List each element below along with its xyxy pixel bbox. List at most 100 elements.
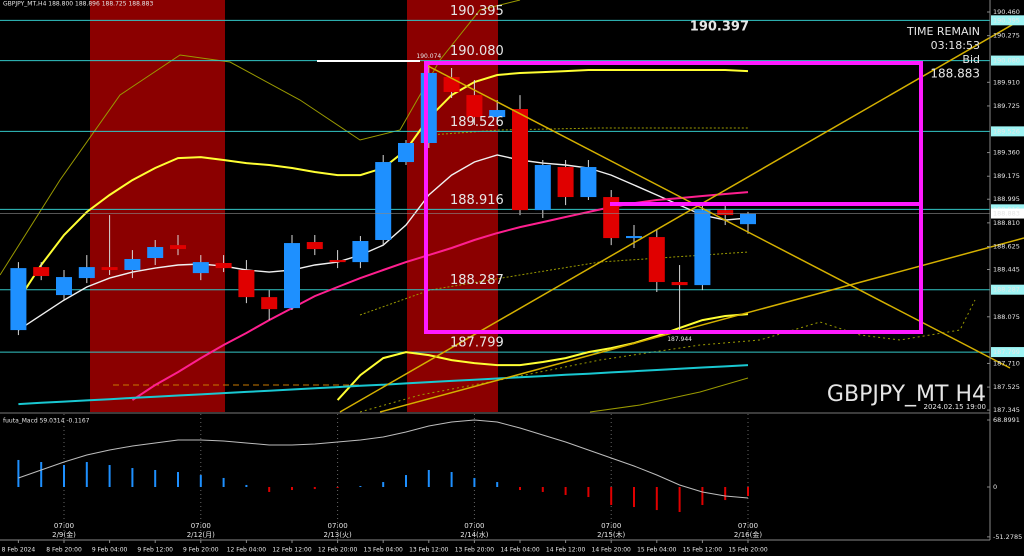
current-price-tag bbox=[991, 208, 1024, 219]
background-layer bbox=[0, 0, 976, 413]
y-tick-label: 188.075 bbox=[993, 313, 1020, 321]
day-marker-time: 07:00 bbox=[464, 522, 484, 530]
candle-body bbox=[443, 77, 460, 93]
candle-body bbox=[147, 247, 164, 259]
macd-bar bbox=[199, 475, 202, 488]
price-level-label: 190.395 bbox=[450, 4, 504, 19]
day-marker-time: 07:00 bbox=[738, 522, 758, 530]
y-tick-label: 188.445 bbox=[993, 266, 1020, 274]
candle-body bbox=[33, 267, 50, 277]
watermark: GBPJPY_MT H4 bbox=[827, 382, 986, 407]
y-tick-label: 189.725 bbox=[993, 102, 1020, 110]
y-tick-label: 189.175 bbox=[993, 172, 1020, 180]
candle-body bbox=[580, 167, 597, 198]
candle-body bbox=[557, 167, 574, 198]
y-tick-label: 190.460 bbox=[993, 8, 1020, 16]
x-tick-label: 9 Feb 12:00 bbox=[137, 547, 173, 554]
candle-body bbox=[740, 213, 756, 225]
macd-bar bbox=[519, 487, 521, 491]
day-marker-date: 2/14(水) bbox=[460, 530, 488, 539]
candle-body bbox=[10, 268, 27, 331]
outer-band bbox=[0, 0, 521, 276]
y-tick-label: 189.910 bbox=[993, 78, 1020, 86]
macd-bar bbox=[427, 469, 430, 488]
candle-body bbox=[489, 110, 506, 118]
candle-body bbox=[603, 197, 620, 239]
price-level-label: 188.287 bbox=[450, 273, 504, 288]
x-tick-label: 12 Feb 12:00 bbox=[272, 547, 312, 554]
candle-body bbox=[261, 297, 278, 310]
macd-bar bbox=[747, 487, 749, 497]
macd-bar bbox=[108, 465, 111, 488]
price-level-tag-label: 190.080 bbox=[993, 57, 1020, 65]
candle-body bbox=[284, 243, 300, 309]
macd-tick-label: 68.8991 bbox=[993, 416, 1020, 424]
macd-bar bbox=[701, 487, 704, 505]
trend-line bbox=[339, 17, 1024, 413]
candle-body bbox=[671, 282, 688, 286]
y-tick-label: 187.345 bbox=[993, 406, 1020, 414]
candle-body bbox=[170, 245, 186, 250]
candle-body bbox=[329, 260, 346, 263]
y-tick-label: 187.525 bbox=[993, 383, 1020, 391]
macd-bar bbox=[268, 487, 271, 492]
candle-body bbox=[192, 262, 209, 274]
indicator-line bbox=[336, 313, 749, 401]
session-shade bbox=[407, 0, 498, 412]
macd-bar bbox=[177, 472, 179, 488]
macd-bar bbox=[587, 487, 590, 498]
x-tick-label: 12 Feb 20:00 bbox=[318, 547, 358, 554]
candle-body bbox=[238, 270, 255, 298]
bid-label: Bid bbox=[962, 53, 980, 66]
macd-bar bbox=[291, 487, 293, 491]
info-price: 190.397 bbox=[690, 20, 749, 35]
day-marker-date: 2/12(月) bbox=[187, 531, 215, 539]
candle-body bbox=[215, 262, 232, 269]
price-level-label: 188.916 bbox=[450, 193, 504, 208]
macd-header: fuuta_Macd 59.0314 -0.1167 bbox=[3, 418, 90, 425]
macd-bar bbox=[131, 468, 134, 488]
macd-bar bbox=[85, 462, 88, 488]
candle-body bbox=[78, 267, 95, 279]
candle-body bbox=[56, 277, 72, 296]
timestamp: 2024.02.15 19:00 bbox=[924, 403, 986, 411]
candle-body bbox=[648, 237, 665, 283]
price-level-tag-label: 190.395 bbox=[993, 16, 1020, 24]
price-level-tag-label: 189.526 bbox=[993, 127, 1020, 135]
x-tick-label: 8 Feb 2024 bbox=[2, 547, 36, 554]
macd-signal-line bbox=[18, 419, 749, 499]
y-tick-label: 189.360 bbox=[993, 149, 1020, 157]
macd-bar bbox=[655, 487, 658, 511]
x-tick-label: 15 Feb 20:00 bbox=[728, 547, 768, 554]
macd-bar bbox=[678, 487, 681, 512]
day-marker-time: 07:00 bbox=[328, 522, 348, 530]
price-level-tag bbox=[991, 55, 1024, 66]
outer-band bbox=[589, 377, 749, 413]
candle-body bbox=[101, 267, 118, 271]
candle-body bbox=[352, 241, 369, 263]
indicator-line bbox=[18, 364, 749, 406]
low-label: 187.944 bbox=[667, 336, 692, 343]
price-level-tag bbox=[991, 284, 1024, 295]
session-shade bbox=[90, 0, 225, 412]
x-tick-label: 13 Feb 20:00 bbox=[455, 547, 495, 554]
price-level-label: 187.799 bbox=[450, 336, 504, 351]
macd-bar bbox=[496, 482, 499, 488]
x-tick-label: 14 Feb 04:00 bbox=[500, 547, 540, 554]
day-marker-date: 2/9(金) bbox=[52, 530, 76, 539]
price-level-tag bbox=[991, 126, 1024, 137]
candle-body bbox=[375, 162, 392, 240]
candle-body bbox=[124, 259, 141, 271]
price-level-label: 190.080 bbox=[450, 44, 504, 59]
candle-body bbox=[466, 95, 483, 118]
y-tick-label: 190.275 bbox=[993, 32, 1020, 40]
price-level-tag bbox=[991, 347, 1024, 358]
trend-line bbox=[427, 65, 1011, 369]
macd-bar bbox=[63, 465, 65, 488]
macd-bar bbox=[313, 487, 316, 490]
time-remain-label: TIME REMAIN bbox=[906, 25, 980, 38]
macd-tick-label: 0 bbox=[993, 483, 997, 491]
day-marker-time: 07:00 bbox=[191, 522, 211, 530]
macd-bar bbox=[450, 472, 453, 488]
